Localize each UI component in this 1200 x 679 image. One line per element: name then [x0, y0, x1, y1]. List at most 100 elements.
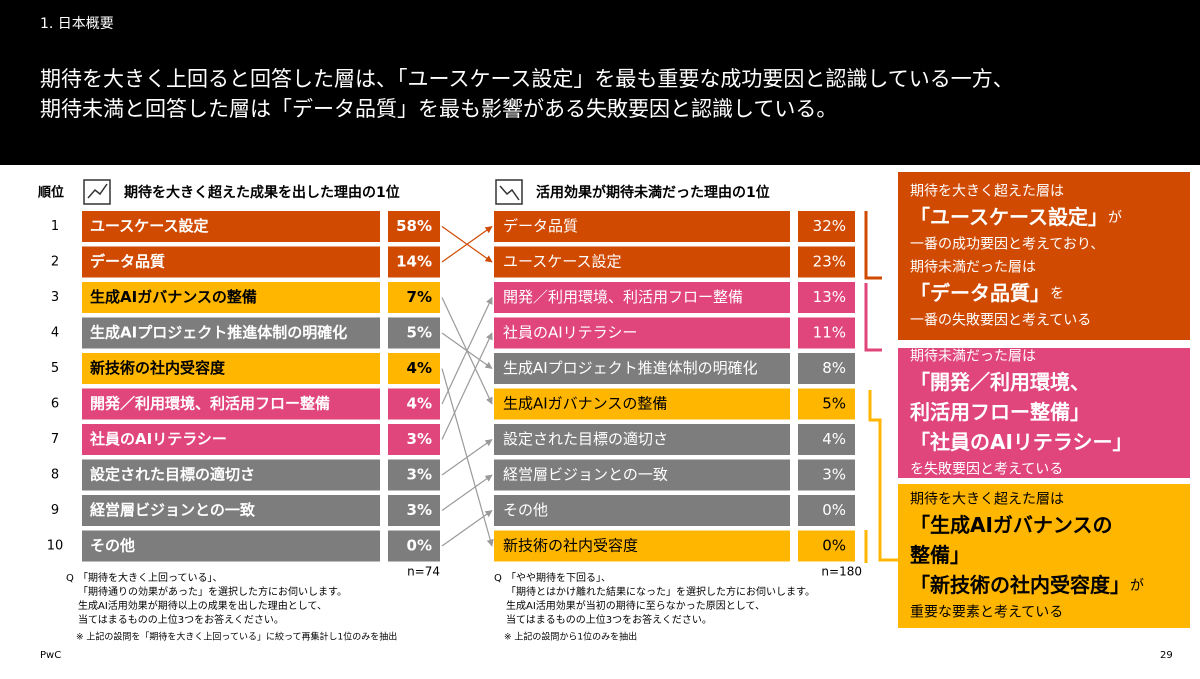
label-box [82, 353, 380, 384]
callout-box [898, 172, 1190, 340]
callout-text: 「社員のAIリテラシー」 [910, 430, 1133, 454]
callout-box [898, 484, 1190, 628]
row-label: データ品質 [503, 217, 578, 235]
row-value: 5% [407, 324, 432, 342]
row-label: 設定された目標の適切さ [90, 466, 255, 484]
note: 当てはまるものの上位3つをお答えください。 [506, 613, 712, 626]
value-box [798, 246, 855, 278]
callout-text: 期待を大きく超えた層は [910, 492, 1064, 508]
rank: 2 [51, 255, 59, 270]
label-box [82, 282, 380, 313]
icon-right [495, 179, 523, 205]
note: 生成AI活用効果が当初の期待に至らなかった原因として、 [506, 599, 765, 612]
row-label: その他 [90, 537, 135, 555]
rank: 10 [47, 539, 64, 554]
row-label: 開発／利用環境、利活用フロー整備 [90, 395, 330, 413]
row-label: 経営層ビジョンとの一致 [90, 501, 256, 519]
row-value: 0% [822, 501, 846, 519]
row-value: 4% [822, 430, 846, 448]
callout-text: 一番の成功要因と考えており、 [910, 237, 1104, 253]
value-box [388, 495, 440, 526]
row-value: 8% [822, 359, 846, 377]
callout-text: 整備」 [909, 543, 970, 567]
callout-text: 一番の失敗要因と考えている [910, 313, 1091, 329]
callout-line: 期待を大きく超えた層は [910, 184, 1064, 200]
label-box [494, 495, 790, 526]
callout-text: 「ユースケース設定」 [910, 205, 1108, 229]
label-box [494, 282, 790, 313]
row-label: ユースケース設定 [90, 217, 209, 235]
row-value: 3% [822, 466, 846, 484]
row-value: 7% [407, 288, 432, 306]
rank: 1 [51, 219, 59, 234]
callout-line: を失敗要因と考えている [910, 462, 1063, 478]
row-value: 32% [813, 217, 846, 235]
label-box [494, 388, 790, 420]
callout-line: 「生成AIガバナンスの [910, 513, 1113, 537]
value-box [388, 530, 440, 562]
section-label: 1. 日本概要 [40, 16, 114, 32]
rank: 4 [51, 326, 59, 341]
icon-left [83, 179, 111, 205]
callout-line: 利活用フロー整備」 [910, 400, 1090, 424]
value-box [798, 211, 855, 242]
callout-text: を [1050, 286, 1064, 302]
callout-line: 期待未満だった層は [910, 260, 1036, 276]
value-box [388, 353, 440, 384]
q-mark: Q [66, 573, 74, 584]
label-box [494, 211, 790, 242]
callout-text: を失敗要因と考えている [910, 462, 1063, 478]
rank: 6 [51, 397, 59, 412]
value-box [798, 353, 855, 384]
header-band [0, 0, 1200, 165]
label-box [494, 317, 790, 349]
row-label: 開発／利用環境、利活用フロー整備 [503, 288, 743, 306]
connector [441, 474, 493, 511]
row-value: 11% [813, 324, 846, 342]
callout-line: 「ユースケース設定」が [910, 205, 1122, 229]
callout-line: 「新技術の社内受容度」が [910, 573, 1144, 597]
row-label: 経営層ビジョンとの一致 [503, 466, 668, 484]
callout-text: 「新技術の社内受容度」 [910, 573, 1130, 597]
q-mark: Q [494, 573, 502, 584]
row-label: 新技術の社内受容度 [90, 359, 226, 377]
footnote: ※ 上記の設問を「期待を大きく上回っている」に絞って再集計し1位のみを抽出 [76, 631, 397, 643]
connector [441, 332, 493, 440]
value-box [388, 246, 440, 278]
label-box [82, 388, 380, 420]
row-label: ユースケース設定 [503, 253, 622, 271]
row-label: 生成AIガバナンスの整備 [90, 288, 257, 306]
rank: 7 [51, 432, 59, 447]
rank: 8 [51, 468, 59, 483]
callout-text: 「開発／利用環境、 [910, 370, 1090, 394]
label-box [494, 246, 790, 278]
value-box [388, 282, 440, 313]
value-box [388, 424, 440, 455]
rank: 3 [51, 290, 59, 305]
callout-text: 期待未満だった層は [910, 349, 1036, 365]
rank-header: 順位 [38, 185, 64, 201]
value-box [798, 388, 855, 420]
callout-text: 期待未満だった層は [910, 260, 1036, 276]
callout-text: が [1108, 210, 1122, 226]
label-box [494, 353, 790, 384]
callout-line: 「データ品質」を [910, 281, 1064, 305]
row-label: 設定された目標の適切さ [503, 430, 668, 448]
rank: 9 [51, 503, 59, 518]
page-number: 29 [1160, 650, 1173, 661]
value-box [798, 530, 855, 562]
label-box [82, 530, 380, 562]
callout-line: 期待未満だった層は [910, 349, 1036, 365]
row-value: 14% [396, 253, 432, 271]
connector [441, 296, 493, 405]
label-box [494, 424, 790, 455]
value-box [388, 317, 440, 349]
callout-line: 「社員のAIリテラシー」 [910, 430, 1133, 454]
value-box [388, 211, 440, 242]
row-value: 3% [407, 501, 432, 519]
value-box [388, 388, 440, 420]
left-title: 期待を大きく超えた成果を出した理由の1位 [124, 184, 400, 201]
connector [441, 510, 493, 547]
row-value: 13% [813, 288, 846, 306]
row-value: 5% [822, 395, 846, 413]
